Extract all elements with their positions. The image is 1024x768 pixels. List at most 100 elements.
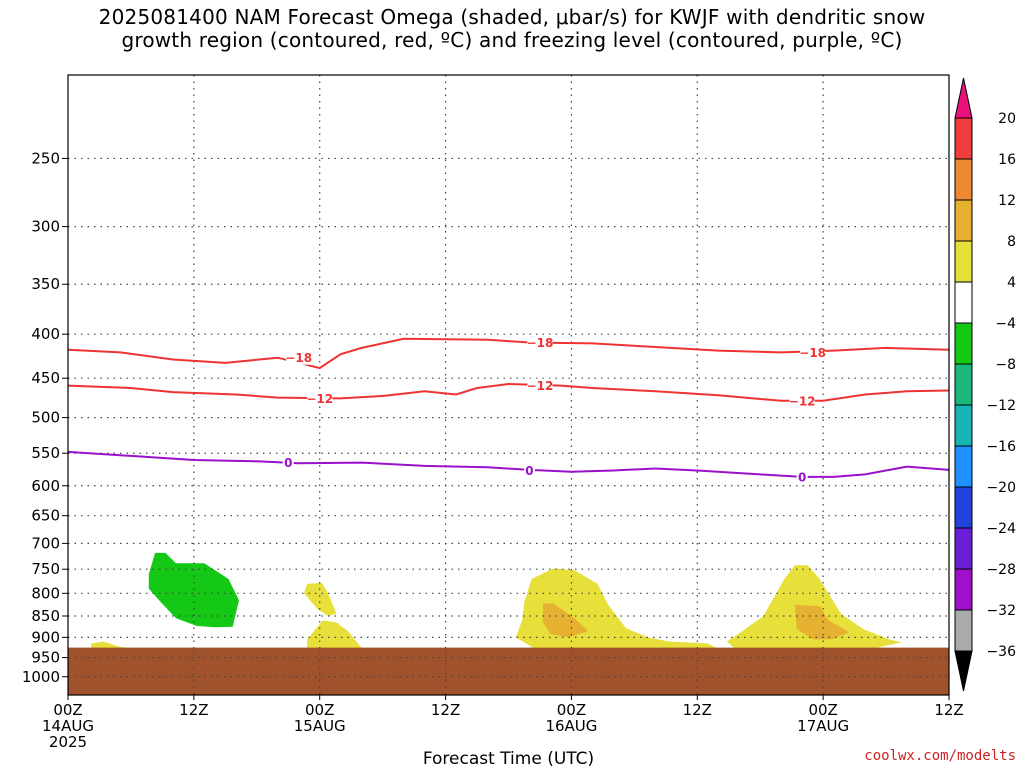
contour-label--18-1: −18: [527, 336, 554, 350]
y-tick-label-400: 400: [31, 325, 60, 343]
contour-label-bg: [523, 463, 535, 478]
x-tick-label-h0-1: 00Z: [53, 701, 82, 719]
omega-colorbar: 20 16 12 8 4 −4 −8 −12 −16 −20 −24 −28 −32 −36: [954, 77, 1016, 692]
contour-label-bg: [527, 335, 553, 350]
x-tick-label-h48-2: 16AUG: [545, 717, 597, 735]
contour-label-0-1: 0: [525, 464, 533, 478]
plot-border: [67, 74, 950, 696]
x-tick-label-h24-1: 00Z: [305, 701, 334, 719]
temperature-contours: −18 −18 −18 −12 −12 −12 0 0 0: [67, 335, 950, 484]
y-tick-label-750: 750: [31, 560, 60, 578]
y-tick-label-550: 550: [31, 444, 60, 462]
colorbar-box-12: [954, 568, 973, 611]
colorbar-box-13: [954, 609, 973, 652]
colorbar-box-3: [954, 199, 973, 242]
colorbar-label-6: −8: [995, 357, 1016, 373]
omega-4-to-8-region-15aug-lower: [307, 620, 364, 651]
colorbar-box-8: [954, 404, 973, 447]
colorbar-label-9: −20: [986, 480, 1016, 496]
colorbar-bottom-arrow: [954, 650, 973, 692]
chart-title: 2025081400 NAM Forecast Omega (shaded, μ…: [0, 6, 1024, 52]
omega-shaded-regions: [91, 552, 902, 651]
plot-frame: [67, 74, 950, 696]
colorbar-label-8: −16: [986, 439, 1016, 455]
y-tick-label-500: 500: [31, 409, 60, 427]
colorbar-label-0: 20: [998, 111, 1016, 127]
ground-surface-fill: [68, 647, 949, 695]
y-tick-label-350: 350: [31, 275, 60, 293]
colorbar-label-1: 16: [998, 152, 1016, 168]
colorbar-label-7: −12: [986, 398, 1016, 414]
contour-label--12-0: −12: [306, 392, 333, 406]
y-tick-label-300: 300: [31, 218, 60, 236]
colorbar-box-10: [954, 486, 973, 529]
contour-line--12: [67, 382, 950, 402]
omega-4-to-8-region-14aug: [91, 641, 133, 650]
contour-line-0: [67, 450, 950, 478]
colorbar-top-arrow: [954, 77, 973, 119]
colorbar-box-6: [954, 322, 973, 365]
x-tick-label-h84-1: 12Z: [934, 701, 963, 719]
colorbar-label-12: −32: [986, 603, 1016, 619]
x-axis-title: Forecast Time (UTC): [423, 749, 594, 768]
contour-label--12-2: −12: [789, 394, 816, 408]
omega-minus-4-to-minus-8-region-14aug: [148, 552, 239, 628]
site-credit: coolwx.com/modelts: [864, 748, 1016, 764]
colorbar-label-3: 8: [1007, 234, 1016, 250]
x-tick-label-h60-1: 12Z: [683, 701, 712, 719]
y-tick-label-700: 700: [31, 534, 60, 552]
colorbar-label-13: −36: [986, 644, 1016, 660]
y-tick-label-600: 600: [31, 477, 60, 495]
x-tick-label-h0-2: 14AUG: [42, 717, 94, 735]
pressure-axis: 250 300 350 400 450 500 550 600 650 700 750 800 850 9…: [22, 149, 68, 686]
omega-8-to-12-region-17aug: [794, 604, 850, 640]
omega-8-to-12-region-16aug: [543, 603, 589, 638]
y-tick-label-850: 850: [31, 607, 60, 625]
contour-label-bg: [527, 378, 553, 393]
contour-label-bg: [800, 345, 826, 360]
contour-line--18: [67, 337, 950, 370]
x-tick-label-h72-1: 00Z: [808, 701, 837, 719]
y-tick-label-250: 250: [31, 149, 60, 167]
colorbar-label-11: −28: [986, 562, 1016, 578]
y-tick-label-450: 450: [31, 369, 60, 387]
colorbar-box-4: [954, 240, 973, 283]
colorbar-box-7: [954, 363, 973, 406]
x-tick-label-h48-1: 00Z: [557, 701, 586, 719]
contour-label-bg: [307, 391, 333, 406]
chart-title-line-2: growth region (contoured, red, ºC) and f…: [121, 28, 903, 52]
colorbar-label-10: −24: [986, 521, 1016, 537]
colorbar-label-2: 12: [998, 193, 1016, 209]
colorbar-label-5: −4: [995, 316, 1016, 332]
omega-4-to-8-region-15aug-upper: [304, 582, 337, 616]
x-tick-label-h24-2: 15AUG: [294, 717, 346, 735]
y-tick-label-1000: 1000: [22, 668, 60, 686]
y-tick-label-800: 800: [31, 584, 60, 602]
contour-label--18-2: −18: [799, 346, 826, 360]
y-tick-label-900: 900: [31, 628, 60, 646]
x-tick-label-h12-1: 12Z: [179, 701, 208, 719]
x-tick-label-h36-1: 12Z: [431, 701, 460, 719]
colorbar-box-5: [954, 281, 973, 324]
contour-label--18-0: −18: [285, 351, 312, 365]
contour-label-bg: [796, 469, 808, 484]
contour-label--12-1: −12: [527, 379, 554, 393]
below-ground-surface: [68, 647, 949, 695]
y-tick-label-950: 950: [31, 649, 60, 667]
contour-label-bg: [282, 455, 294, 470]
contour-label-bg: [789, 393, 815, 408]
x-tick-label-h72-2: 17AUG: [797, 717, 849, 735]
x-tick-label-h0-3: 2025: [49, 733, 87, 751]
colorbar-label-4: 4: [1007, 275, 1016, 291]
chart-title-line-1: 2025081400 NAM Forecast Omega (shaded, μ…: [98, 5, 926, 29]
contour-label-bg: [286, 350, 312, 365]
colorbar-box-11: [954, 527, 973, 570]
colorbar-box-2: [954, 158, 973, 201]
colorbar-box-1: [954, 117, 973, 160]
contour-label-0-0: 0: [284, 456, 292, 470]
y-tick-label-650: 650: [31, 507, 60, 525]
colorbar-box-9: [954, 445, 973, 488]
contour-label-0-2: 0: [798, 470, 806, 484]
